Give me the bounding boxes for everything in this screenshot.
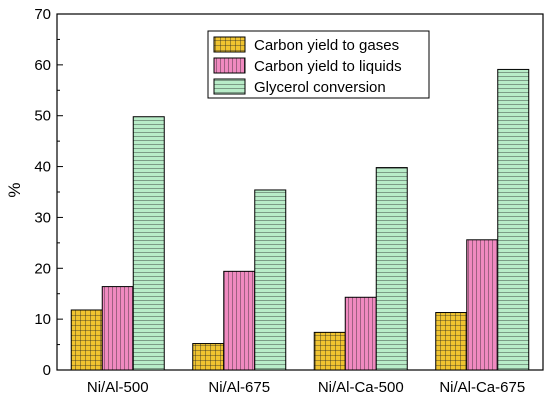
x-tick-label: Ni/Al-500 xyxy=(87,379,149,396)
legend-label: Glycerol conversion xyxy=(254,79,386,96)
bar-horizontal-lines xyxy=(375,167,408,371)
bar-grid xyxy=(435,312,468,371)
bars xyxy=(70,68,530,371)
x-axis: Ni/Al-500 Ni/Al-675 Ni/Al-Ca-500 Ni/Al-Ca-6… xyxy=(87,364,525,396)
bar-horizontal-lines xyxy=(254,189,287,371)
y-tick-label: 10 xyxy=(34,311,51,328)
legend-swatch xyxy=(213,36,246,53)
x-tick-label: Ni/Al-Ca-675 xyxy=(439,379,525,396)
y-axis-label: % xyxy=(5,182,24,197)
y-tick-label: 30 xyxy=(34,209,51,226)
x-tick-label: Ni/Al-Ca-500 xyxy=(318,379,404,396)
y-tick-label: 60 xyxy=(34,57,51,74)
bar-horizontal-lines xyxy=(497,68,530,371)
y-axis: 0 10 20 30 40 50 60 70 xyxy=(34,6,63,379)
bar-vertical-lines xyxy=(223,270,256,371)
legend-swatch xyxy=(213,57,246,74)
x-tick-label: Ni/Al-675 xyxy=(208,379,270,396)
y-tick-label: 50 xyxy=(34,108,51,125)
legend-label: Carbon yield to gases xyxy=(254,37,399,54)
y-tick-label: 20 xyxy=(34,260,51,277)
bar-grid xyxy=(313,331,346,371)
y-tick-label: 40 xyxy=(34,159,51,176)
bar-vertical-lines xyxy=(466,239,499,371)
legend-swatch xyxy=(213,78,246,95)
y-tick-label: 70 xyxy=(34,6,51,23)
bar-vertical-lines xyxy=(344,296,377,371)
bar-grid xyxy=(192,343,225,371)
bar-horizontal-lines xyxy=(132,116,165,371)
legend: Carbon yield to gases Carbon yield to liq… xyxy=(207,30,430,99)
y-tick-label: 0 xyxy=(43,362,51,379)
bar-grid xyxy=(70,309,103,371)
legend-label: Carbon yield to liquids xyxy=(254,58,402,75)
bar-vertical-lines xyxy=(101,286,134,371)
